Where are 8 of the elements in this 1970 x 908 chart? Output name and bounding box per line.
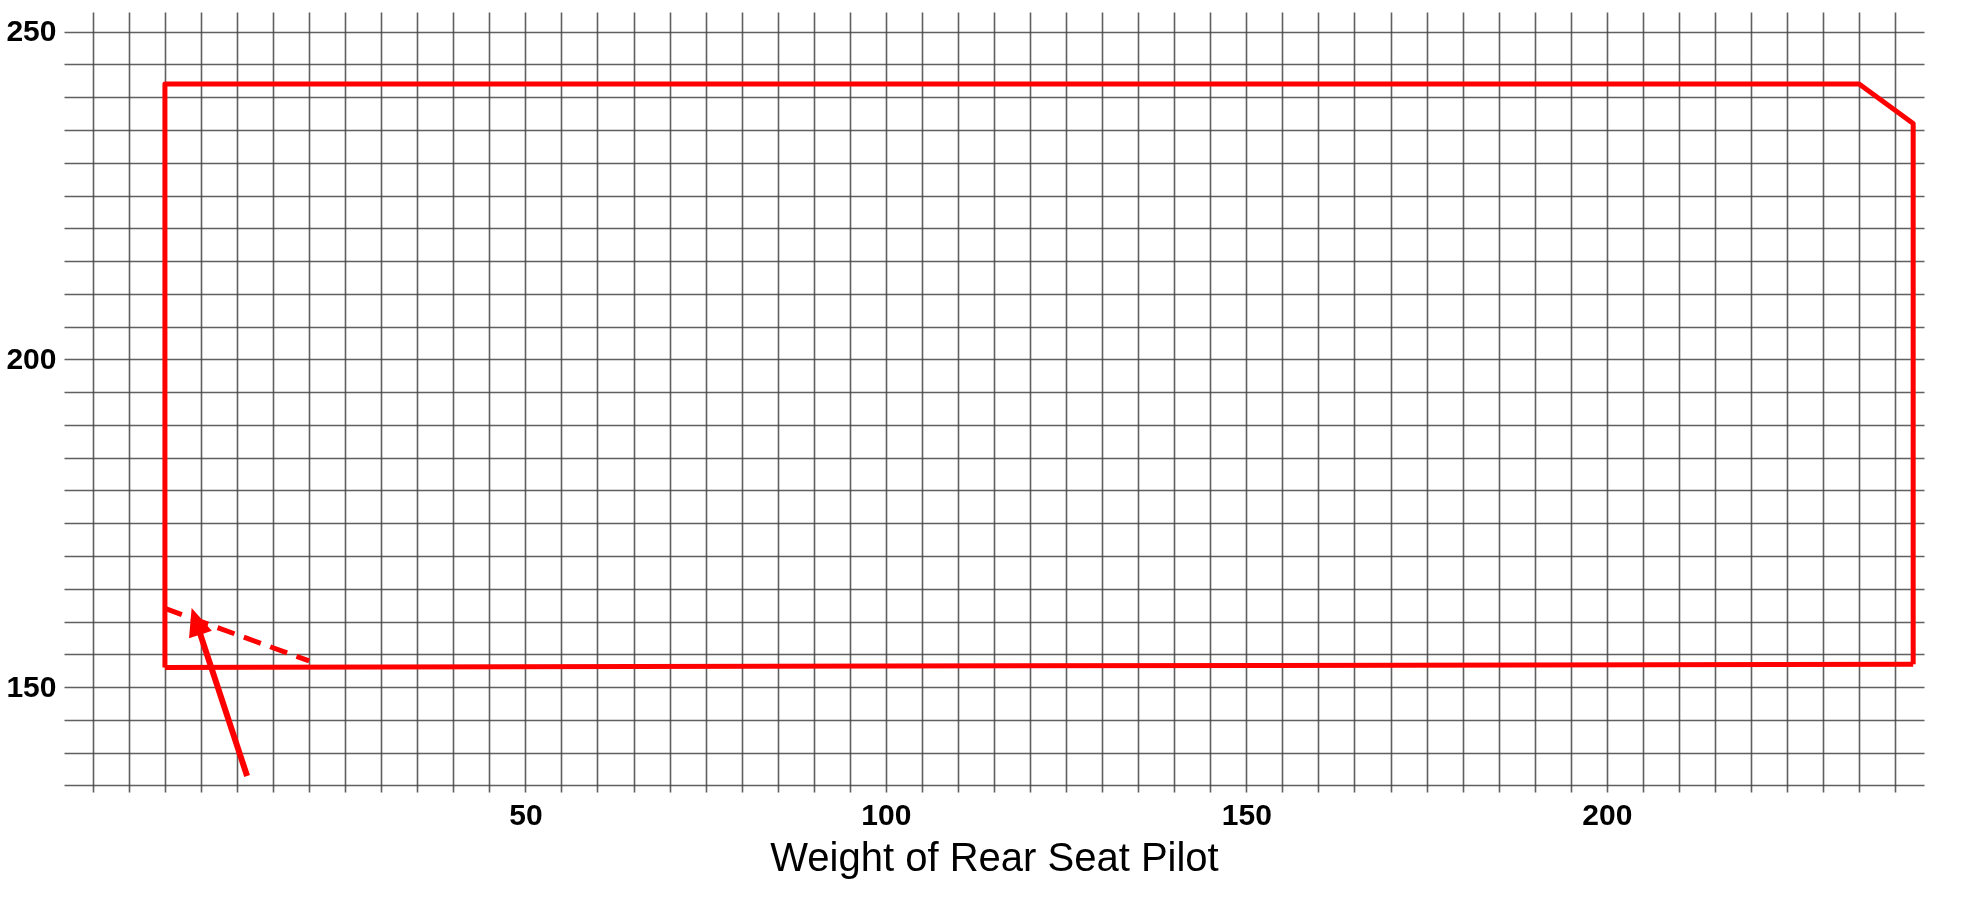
x-tick-label: 200 [1582, 797, 1633, 831]
y-tick-label: 200 [6, 341, 57, 375]
x-tick-label: 100 [861, 797, 912, 831]
x-tick-label: 50 [509, 797, 543, 831]
y-tick-label: 150 [6, 669, 57, 703]
y-tick-label: 250 [6, 14, 57, 48]
x-axis-title: Weight of Rear Seat Pilot [770, 834, 1219, 879]
x-tick-label: 150 [1221, 797, 1272, 831]
